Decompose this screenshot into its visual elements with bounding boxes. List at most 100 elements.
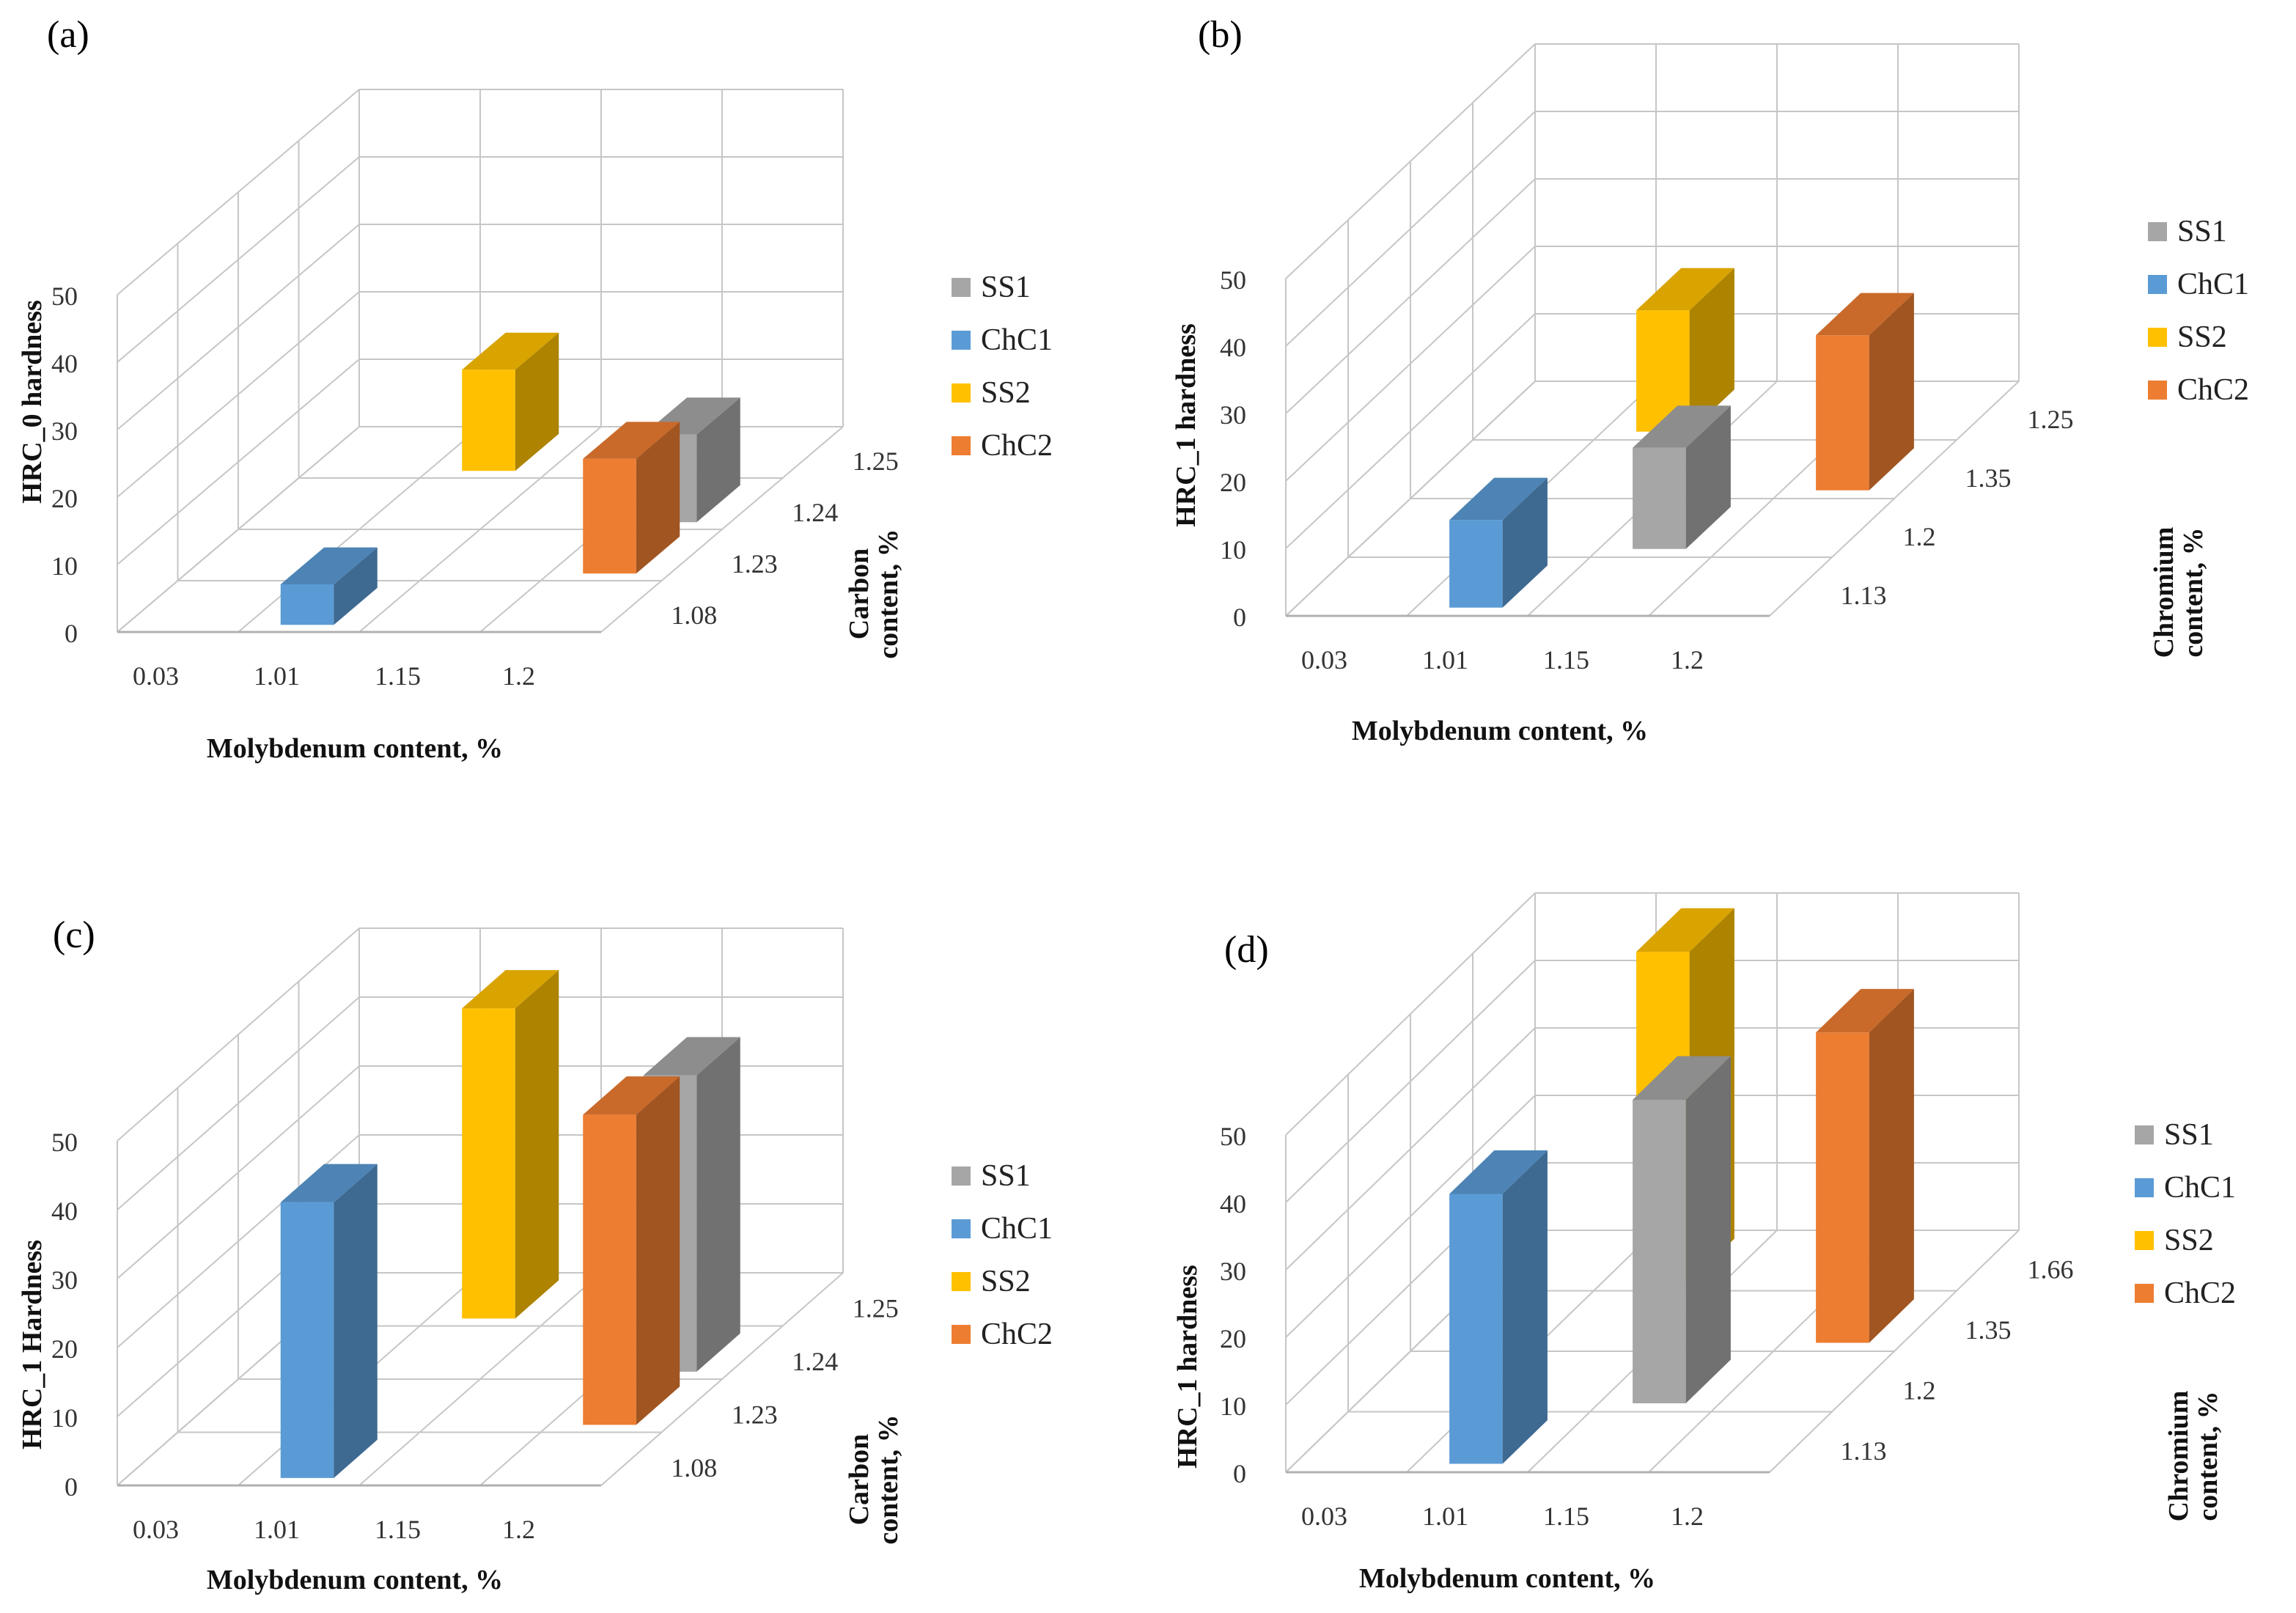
bar-side-face bbox=[334, 547, 378, 625]
legend-swatch-ss1 bbox=[2148, 222, 2167, 241]
x-tick-label: 1.2 bbox=[502, 1515, 535, 1544]
bar-chc2 bbox=[583, 1076, 680, 1425]
z-tick-label: 1.25 bbox=[853, 1293, 899, 1323]
y-tick-label: 0 bbox=[65, 1472, 78, 1502]
z-axis-title-c-line2: content, % bbox=[873, 1414, 904, 1545]
legend-swatch-ss2 bbox=[952, 1272, 971, 1291]
legend-item-chc2: ChC2 bbox=[952, 1308, 1053, 1361]
chart-panel-b: 0 10 20 30 40 50 0.03 1.01 1.15 1.2 1.13 1.2 1.35 1.2… bbox=[1148, 0, 2296, 806]
legend-item-chc2: ChC2 bbox=[2135, 1267, 2236, 1320]
legend-b: SS1 ChC1 SS2 ChC2 bbox=[2148, 205, 2249, 416]
y-axis-title-c: HRC_1 Hardness bbox=[17, 1239, 48, 1450]
bar-ss2 bbox=[462, 332, 559, 471]
bar-top-face bbox=[1816, 293, 1914, 336]
legend-item-ss2: SS2 bbox=[952, 1255, 1053, 1308]
z-tick-label: 1.66 bbox=[2028, 1254, 2074, 1284]
legend-swatch-chc1 bbox=[2135, 1178, 2154, 1197]
legend-item-chc2: ChC2 bbox=[952, 419, 1053, 472]
legend-c: SS1 ChC1 SS2 ChC2 bbox=[952, 1150, 1053, 1361]
z-axis-title-a-line1: Carbon bbox=[844, 548, 875, 640]
legend-item-chc1: ChC1 bbox=[952, 1202, 1053, 1255]
y-tick-label: 20 bbox=[1220, 1324, 1246, 1353]
panel-label-b: (b) bbox=[1198, 14, 1243, 56]
z-tick-label: 1.2 bbox=[1903, 1375, 1936, 1405]
y-tick-label: 10 bbox=[51, 551, 78, 581]
legend-swatch-ss2 bbox=[2148, 328, 2167, 347]
z-axis-title-d-line1: Chromium bbox=[2163, 1390, 2194, 1522]
bar-side-face bbox=[1502, 1150, 1548, 1464]
z-tick-label: 1.13 bbox=[1841, 1436, 1887, 1466]
bar-side-face bbox=[515, 332, 559, 471]
legend-swatch-ss1 bbox=[952, 278, 971, 297]
bar-side-face bbox=[515, 970, 559, 1319]
bar-ss1 bbox=[1633, 1056, 1731, 1403]
grid-lines bbox=[1285, 43, 2020, 617]
y-tick-label: 30 bbox=[1220, 1257, 1246, 1286]
z-tick-label: 1.2 bbox=[1903, 522, 1936, 551]
legend-item-ss1: SS1 bbox=[952, 1150, 1053, 1202]
x-tick-label: 1.01 bbox=[254, 661, 300, 691]
chart-a-svg: 0 10 20 30 40 50 0.03 1.01 1.15 1.2 1.08 1.23 1.24 1.… bbox=[51, 89, 899, 691]
chart-b-svg: 0 10 20 30 40 50 0.03 1.01 1.15 1.2 1.13 1.2 1.35 1.2… bbox=[1220, 43, 2074, 675]
x-axis-title-c: Molybdenum content, % bbox=[206, 1565, 504, 1595]
x-tick-label: 1.15 bbox=[375, 661, 421, 691]
bar-top-face bbox=[1636, 268, 1734, 311]
x-tick-label: 0.03 bbox=[1301, 645, 1347, 675]
z-tick-label: 1.13 bbox=[1841, 581, 1887, 610]
bar-top-face bbox=[1449, 1150, 1548, 1194]
y-tick-label: 40 bbox=[51, 1197, 78, 1226]
bar-chc1 bbox=[280, 1164, 378, 1478]
x-axis-title-d: Molybdenum content, % bbox=[1358, 1563, 1656, 1594]
bar-ss2 bbox=[1636, 268, 1734, 432]
bar-front-face bbox=[1633, 1099, 1686, 1403]
y-tick-label: 0 bbox=[1233, 603, 1246, 632]
y-tick-label: 50 bbox=[1220, 1122, 1246, 1151]
x-tick-label: 1.01 bbox=[254, 1515, 300, 1544]
bar-front-face bbox=[1633, 447, 1686, 549]
y-tick-label: 40 bbox=[1220, 1189, 1246, 1219]
legend-swatch-ss1 bbox=[2135, 1125, 2154, 1144]
y-tick-label: 40 bbox=[1220, 333, 1246, 362]
panel-label-d: (d) bbox=[1224, 929, 1269, 971]
z-axis-title-d-line2: content, % bbox=[2193, 1391, 2223, 1521]
bar-front-face bbox=[280, 584, 334, 625]
chart-d-svg: 0 10 20 30 40 50 0.03 1.01 1.15 1.2 1.13 1.2 1.35 1.6… bbox=[1220, 892, 2074, 1531]
bar-side-face bbox=[1502, 477, 1548, 608]
y-tick-label: 10 bbox=[51, 1403, 78, 1433]
legend-label-ss2: SS2 bbox=[981, 376, 1031, 410]
bar-front-face bbox=[1816, 1032, 1869, 1343]
z-tick-label: 1.08 bbox=[671, 600, 717, 630]
z-tick-label: 1.24 bbox=[792, 498, 838, 527]
bar-chc1 bbox=[280, 547, 378, 625]
legend-item-ss2: SS2 bbox=[2135, 1214, 2236, 1267]
x-tick-label: 0.03 bbox=[133, 661, 179, 691]
bars-group bbox=[280, 970, 740, 1478]
bar-side-face bbox=[334, 1164, 378, 1478]
bar-front-face bbox=[1636, 310, 1690, 432]
x-tick-label: 1.15 bbox=[375, 1515, 421, 1544]
bars-group bbox=[280, 332, 740, 625]
legend-label-ss2: SS2 bbox=[981, 1265, 1031, 1298]
legend-label-ss1: SS1 bbox=[981, 1159, 1031, 1193]
bar-top-face bbox=[583, 422, 680, 459]
z-axis-title-c-line1: Carbon bbox=[844, 1433, 875, 1526]
bar-top-face bbox=[280, 547, 378, 584]
z-tick-label: 1.25 bbox=[853, 447, 899, 476]
panel-label-c: (c) bbox=[53, 914, 95, 956]
bar-top-face bbox=[1633, 1056, 1731, 1100]
legend-label-chc1: ChC1 bbox=[2177, 268, 2250, 301]
legend-swatch-chc1 bbox=[2148, 275, 2167, 294]
bar-chc2 bbox=[1816, 293, 1914, 490]
bar-ss2 bbox=[462, 970, 559, 1319]
legend-swatch-chc2 bbox=[2135, 1284, 2154, 1303]
chart-panel-c: 0 10 20 30 40 50 0.03 1.01 1.15 1.2 1.08 1.23 1.24 1.… bbox=[0, 806, 1148, 1613]
grid-lines bbox=[117, 89, 844, 633]
legend-item-ss2: SS2 bbox=[2148, 311, 2249, 364]
y-tick-label: 20 bbox=[51, 1334, 78, 1364]
legend-swatch-chc2 bbox=[2148, 381, 2167, 400]
y-tick-label: 30 bbox=[1220, 400, 1246, 430]
x-tick-label: 1.15 bbox=[1543, 1502, 1589, 1531]
z-tick-label: 1.23 bbox=[732, 1400, 778, 1429]
bar-front-face bbox=[583, 1114, 636, 1425]
bar-ss1 bbox=[1633, 405, 1731, 549]
